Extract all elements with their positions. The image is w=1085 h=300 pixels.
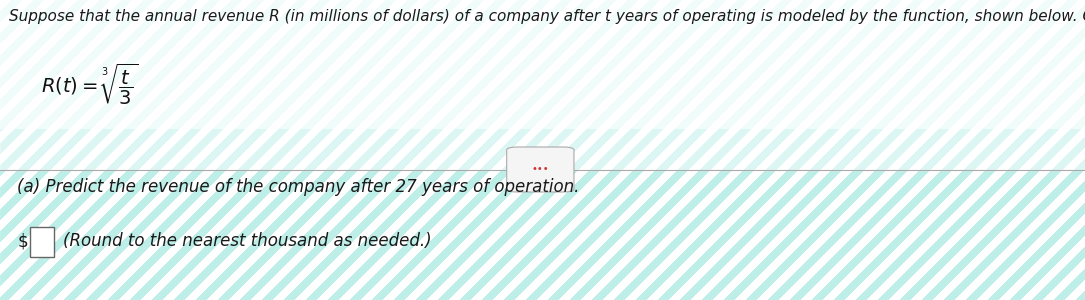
Text: $R(t) = \sqrt[3]{\dfrac{t}{3}}$: $R(t) = \sqrt[3]{\dfrac{t}{3}}$ <box>41 61 139 107</box>
Text: •••: ••• <box>532 164 549 175</box>
Bar <box>0 0 1085 169</box>
Text: Suppose that the annual revenue R (in millions of dollars) of a company after t : Suppose that the annual revenue R (in mi… <box>9 9 1085 24</box>
Bar <box>0 169 1085 300</box>
Text: $: $ <box>17 232 28 250</box>
Text: (Round to the nearest thousand as needed.): (Round to the nearest thousand as needed… <box>63 232 432 250</box>
Text: (a) Predict the revenue of the company after 27 years of operation.: (a) Predict the revenue of the company a… <box>17 178 579 196</box>
Bar <box>30 226 54 256</box>
FancyBboxPatch shape <box>507 147 574 192</box>
